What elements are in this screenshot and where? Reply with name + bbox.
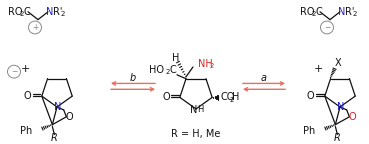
Text: b: b — [130, 73, 136, 83]
Text: H: H — [172, 53, 180, 63]
Text: C: C — [169, 65, 176, 75]
Text: a: a — [261, 73, 267, 83]
Text: O: O — [66, 112, 73, 122]
Text: 2: 2 — [210, 64, 214, 70]
Text: N: N — [338, 7, 345, 17]
Text: H: H — [197, 105, 203, 114]
Text: 2: 2 — [20, 11, 24, 17]
Text: 2: 2 — [312, 11, 316, 17]
Text: +: + — [313, 64, 323, 74]
Text: Ph: Ph — [303, 126, 315, 136]
Text: 2: 2 — [166, 69, 170, 75]
Text: 2: 2 — [61, 11, 65, 17]
Text: R = H, Me: R = H, Me — [171, 129, 221, 139]
Text: +: + — [32, 23, 38, 32]
Text: N: N — [337, 102, 345, 112]
Text: 2: 2 — [353, 11, 357, 17]
Text: N: N — [46, 7, 54, 17]
Text: NH: NH — [198, 59, 213, 69]
Text: C: C — [315, 7, 322, 17]
Text: O: O — [307, 91, 315, 101]
Text: RO: RO — [300, 7, 314, 17]
Text: CO: CO — [220, 92, 235, 102]
Text: X: X — [334, 58, 341, 68]
Text: R: R — [51, 133, 58, 143]
Text: Ph: Ph — [20, 126, 32, 136]
Text: −: − — [11, 67, 17, 76]
Text: O: O — [162, 92, 170, 102]
Text: R: R — [334, 133, 341, 143]
Text: N: N — [190, 105, 198, 115]
Text: HO: HO — [149, 65, 164, 75]
Text: O: O — [349, 112, 356, 122]
Text: R': R' — [53, 7, 62, 17]
Text: H: H — [232, 92, 239, 102]
Text: +: + — [20, 64, 30, 74]
Text: −: − — [324, 23, 330, 32]
Text: 2: 2 — [229, 97, 234, 103]
Text: RO: RO — [8, 7, 23, 17]
Text: N: N — [54, 102, 62, 112]
Text: C: C — [23, 7, 30, 17]
Text: R': R' — [345, 7, 354, 17]
Text: O: O — [24, 91, 32, 101]
